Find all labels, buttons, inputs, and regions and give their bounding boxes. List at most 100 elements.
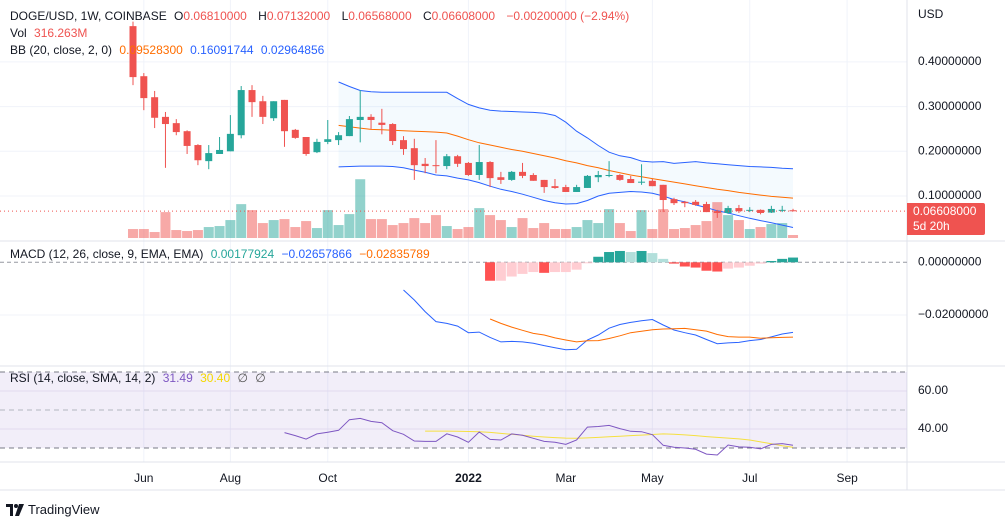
low-value: 0.06568000 <box>348 9 412 23</box>
volume-bar <box>236 204 247 238</box>
volume-bar <box>669 229 679 238</box>
volume-bar <box>333 225 344 238</box>
volume-bar <box>257 223 268 238</box>
candle-body <box>778 209 786 211</box>
volume-bar <box>604 209 615 238</box>
symbol-title[interactable]: DOGE/USD, 1W, COINBASE <box>10 9 167 23</box>
bb-upper-line <box>338 81 794 170</box>
macd-histogram-bar <box>582 262 593 264</box>
candle-body <box>194 145 202 161</box>
macd-histogram-bar <box>517 262 528 274</box>
volume-bar <box>149 232 160 238</box>
volume-bar <box>409 218 420 238</box>
macd-axis-tick: −0.02000000 <box>918 307 989 321</box>
macd-histogram-bar <box>733 262 744 268</box>
candle-body <box>486 162 494 179</box>
volume-bar <box>128 229 138 238</box>
rsi-extra-2: ∅ <box>255 371 266 385</box>
tradingview-brand: TradingView <box>28 502 100 517</box>
volume-bar <box>517 218 528 238</box>
macd-histogram-bar <box>604 252 615 263</box>
candle-body <box>140 76 148 99</box>
candle-body <box>692 201 700 205</box>
candle-body <box>270 101 278 119</box>
macd-label[interactable]: MACD (12, 26, close, 9, EMA, EMA) <box>10 247 204 261</box>
candle-body <box>226 133 234 152</box>
volume-bar <box>366 219 377 238</box>
macd-histogram-bar <box>571 262 582 270</box>
tradingview-logo-icon <box>6 503 24 516</box>
bb-label[interactable]: BB (20, close, 2, 0) <box>10 43 113 57</box>
rsi-axis-tick: 40.00 <box>918 421 948 435</box>
candle-body <box>713 211 721 213</box>
volume-bar <box>398 223 409 238</box>
volume-bar <box>247 210 258 238</box>
volume-bar <box>679 228 690 238</box>
macd-histogram-bar <box>560 262 571 273</box>
macd-histogram-bar <box>777 258 788 263</box>
candle-body <box>291 129 299 138</box>
volume-bar <box>387 225 398 238</box>
macd-histogram-bar <box>647 253 658 263</box>
bb-basis-line <box>338 124 794 199</box>
volume-bar <box>485 215 496 238</box>
volume-bar <box>528 228 539 238</box>
volume-label[interactable]: Vol <box>10 26 27 40</box>
candle-body <box>464 162 472 175</box>
tradingview-logo[interactable]: TradingView <box>6 502 100 517</box>
candle-body <box>432 165 440 167</box>
time-axis-tick: 2022 <box>455 471 482 485</box>
candle-body <box>648 180 656 187</box>
volume-value: 316.263M <box>34 26 88 40</box>
rsi-extra-1: ∅ <box>237 371 248 385</box>
volume-bar <box>723 215 734 238</box>
volume-bar <box>214 226 225 238</box>
volume-bar <box>614 223 625 238</box>
macd-histogram-bar <box>669 262 679 264</box>
rsi-label[interactable]: RSI (14, close, SMA, 14, 2) <box>10 371 156 385</box>
volume-bar <box>549 229 560 238</box>
candle-body <box>410 148 418 166</box>
volume-bar <box>182 231 193 238</box>
low-label: L <box>341 9 349 23</box>
candle-body <box>767 208 775 213</box>
candle-body <box>443 156 451 167</box>
volume-bar <box>690 225 701 238</box>
volume-bar <box>647 229 658 238</box>
time-axis-tick: Jun <box>134 471 153 485</box>
candle-body <box>659 184 667 201</box>
candle-body <box>724 208 732 213</box>
macd-histogram-bar <box>506 262 517 277</box>
macd-histogram-bar <box>495 262 506 281</box>
volume-bar <box>636 210 647 238</box>
volume-bar <box>225 220 236 238</box>
volume-bar <box>593 223 604 238</box>
macd-histogram-bar <box>690 262 701 268</box>
time-axis-tick: May <box>641 471 664 485</box>
candle-body <box>529 174 537 181</box>
candle-body <box>302 136 310 154</box>
rsi-axis-tick: 60.00 <box>918 383 948 397</box>
volume-bar <box>495 220 506 238</box>
candle-body <box>205 153 213 162</box>
volume-bar <box>582 220 593 238</box>
volume-bar <box>766 224 777 238</box>
volume-legend: Vol 316.263M <box>10 25 91 41</box>
candle-body <box>454 156 462 164</box>
volume-bar <box>171 230 182 238</box>
candle-body <box>670 199 678 204</box>
candle-body <box>345 119 353 137</box>
volume-bar <box>506 227 517 238</box>
macd-histogram-bar <box>723 262 734 269</box>
candle-body <box>605 174 613 176</box>
macd-histogram-bar <box>593 256 604 263</box>
volume-bar <box>203 227 214 238</box>
macd-histogram-bar <box>744 262 755 266</box>
volume-bar <box>344 214 355 238</box>
candle-body <box>540 179 548 188</box>
macd-histogram-bar <box>788 257 799 263</box>
candle-body <box>237 90 245 136</box>
macd-histogram-bar <box>549 262 560 273</box>
candle-body <box>378 122 386 125</box>
